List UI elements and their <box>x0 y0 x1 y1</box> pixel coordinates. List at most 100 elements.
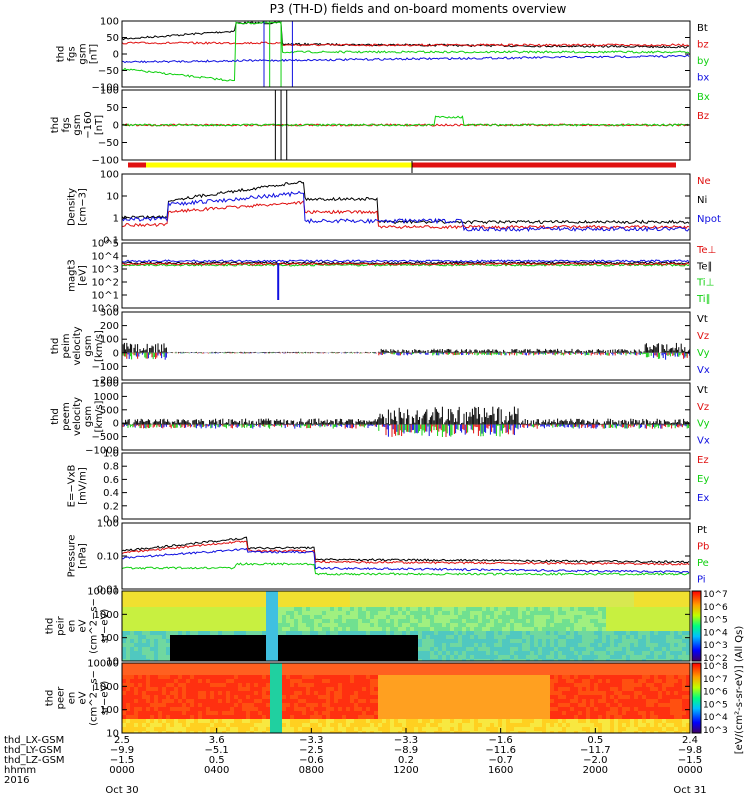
heatmap-cell <box>378 603 382 607</box>
heatmap-cell <box>630 595 634 599</box>
heatmap-cell <box>182 595 186 599</box>
heatmap-cell <box>254 615 258 619</box>
heatmap-cell <box>238 595 242 599</box>
heatmap-cell <box>474 591 478 595</box>
ylabel-line: magt3 <box>67 259 78 292</box>
heatmap-cell <box>430 627 434 631</box>
vel_i-frame <box>121 311 691 381</box>
heatmap-cell <box>486 611 490 615</box>
heatmap-cell <box>166 707 170 711</box>
heatmap-cell <box>426 611 430 615</box>
heatmap-cell <box>458 635 462 639</box>
heatmap-cell <box>554 615 558 619</box>
heatmap-cell <box>666 651 670 655</box>
heatmap-cell <box>458 631 462 635</box>
heatmap-cell <box>614 651 618 655</box>
heatmap-cell <box>478 607 482 611</box>
heatmap-cell <box>486 635 490 639</box>
heatmap-cell <box>626 627 630 631</box>
heatmap-cell <box>150 607 154 611</box>
heatmap-cell <box>194 591 198 595</box>
heatmap-cell <box>158 615 162 619</box>
heatmap-cell <box>318 639 322 643</box>
heatmap-cell <box>186 639 190 643</box>
heatmap-cell <box>394 647 398 651</box>
heatmap-cell <box>258 631 262 635</box>
heatmap-cell <box>242 615 246 619</box>
heatmap-cell <box>622 611 626 615</box>
heatmap-cell <box>398 643 402 647</box>
heatmap-cell <box>218 619 222 623</box>
heatmap-cell <box>178 691 182 695</box>
heatmap-cell <box>258 619 262 623</box>
heatmap-cell <box>158 715 162 719</box>
heatmap-cell <box>246 635 250 639</box>
heatmap-cell <box>538 607 542 611</box>
heatmap-cell <box>686 651 690 655</box>
heatmap-cell <box>426 615 430 619</box>
heatmap-cell <box>146 623 150 627</box>
heatmap-cell <box>302 639 306 643</box>
heatmap-cell <box>306 659 310 661</box>
heatmap-cell <box>346 639 350 643</box>
legend-Ti∥: Ti∥ <box>696 294 711 305</box>
heatmap-cell <box>290 615 294 619</box>
heatmap-cell <box>282 611 286 615</box>
heatmap-cell <box>530 603 534 607</box>
series-Pt <box>122 536 690 564</box>
y-tick-label: 0 <box>113 121 119 132</box>
heatmap-cell <box>122 731 126 733</box>
heatmap-cell <box>658 643 662 647</box>
heatmap-cell <box>546 639 550 643</box>
heatmap-cell <box>122 615 126 619</box>
heatmap-cell <box>354 611 358 615</box>
heatmap-cell <box>246 651 250 655</box>
heatmap-cell <box>206 647 210 651</box>
heatmap-cell <box>666 591 670 595</box>
heatmap-cell <box>346 635 350 639</box>
heatmap-cell <box>406 595 410 599</box>
heatmap-cell <box>166 595 170 599</box>
heatmap-cell <box>126 675 130 679</box>
heatmap-cell <box>538 623 542 627</box>
heatmap-cell <box>350 599 354 603</box>
heatmap-cell <box>462 595 466 599</box>
heatmap-cell <box>138 663 142 667</box>
heatmap-cell <box>174 635 178 639</box>
heatmap-cell <box>562 611 566 615</box>
heatmap-cell <box>426 619 430 623</box>
heatmap-cell <box>330 595 334 599</box>
heatmap-cell <box>678 635 682 639</box>
heatmap-cell <box>646 639 650 643</box>
heatmap-cell <box>642 627 646 631</box>
heatmap-cell <box>218 647 222 651</box>
heatmap-cell <box>426 631 430 635</box>
heatmap-cell <box>250 631 254 635</box>
heatmap-cell <box>490 627 494 631</box>
heatmap-cell <box>166 611 170 615</box>
heatmap-cell <box>674 651 678 655</box>
heatmap-cell <box>582 659 586 661</box>
heatmap-cell <box>222 611 226 615</box>
heatmap-cell <box>394 615 398 619</box>
heatmap-cell <box>142 627 146 631</box>
heatmap-cell <box>154 703 158 707</box>
heatmap-cell <box>282 619 286 623</box>
heatmap-cell <box>510 627 514 631</box>
heatmap-cell <box>542 627 546 631</box>
heatmap-cell <box>570 643 574 647</box>
heatmap-cell <box>626 623 630 627</box>
heatmap-cell <box>602 615 606 619</box>
series-Ne <box>122 200 690 230</box>
heatmap-cell <box>322 639 326 643</box>
heatmap-cell <box>282 643 286 647</box>
heatmap-cell <box>418 603 422 607</box>
heatmap-cell <box>138 659 142 661</box>
heatmap-cell <box>466 607 470 611</box>
heatmap-cell <box>334 595 338 599</box>
heatmap-cell <box>130 667 134 671</box>
heatmap-cell <box>394 623 398 627</box>
heatmap-cell <box>638 619 642 623</box>
heatmap-cell <box>282 595 286 599</box>
legend-Pb: Pb <box>697 542 709 553</box>
